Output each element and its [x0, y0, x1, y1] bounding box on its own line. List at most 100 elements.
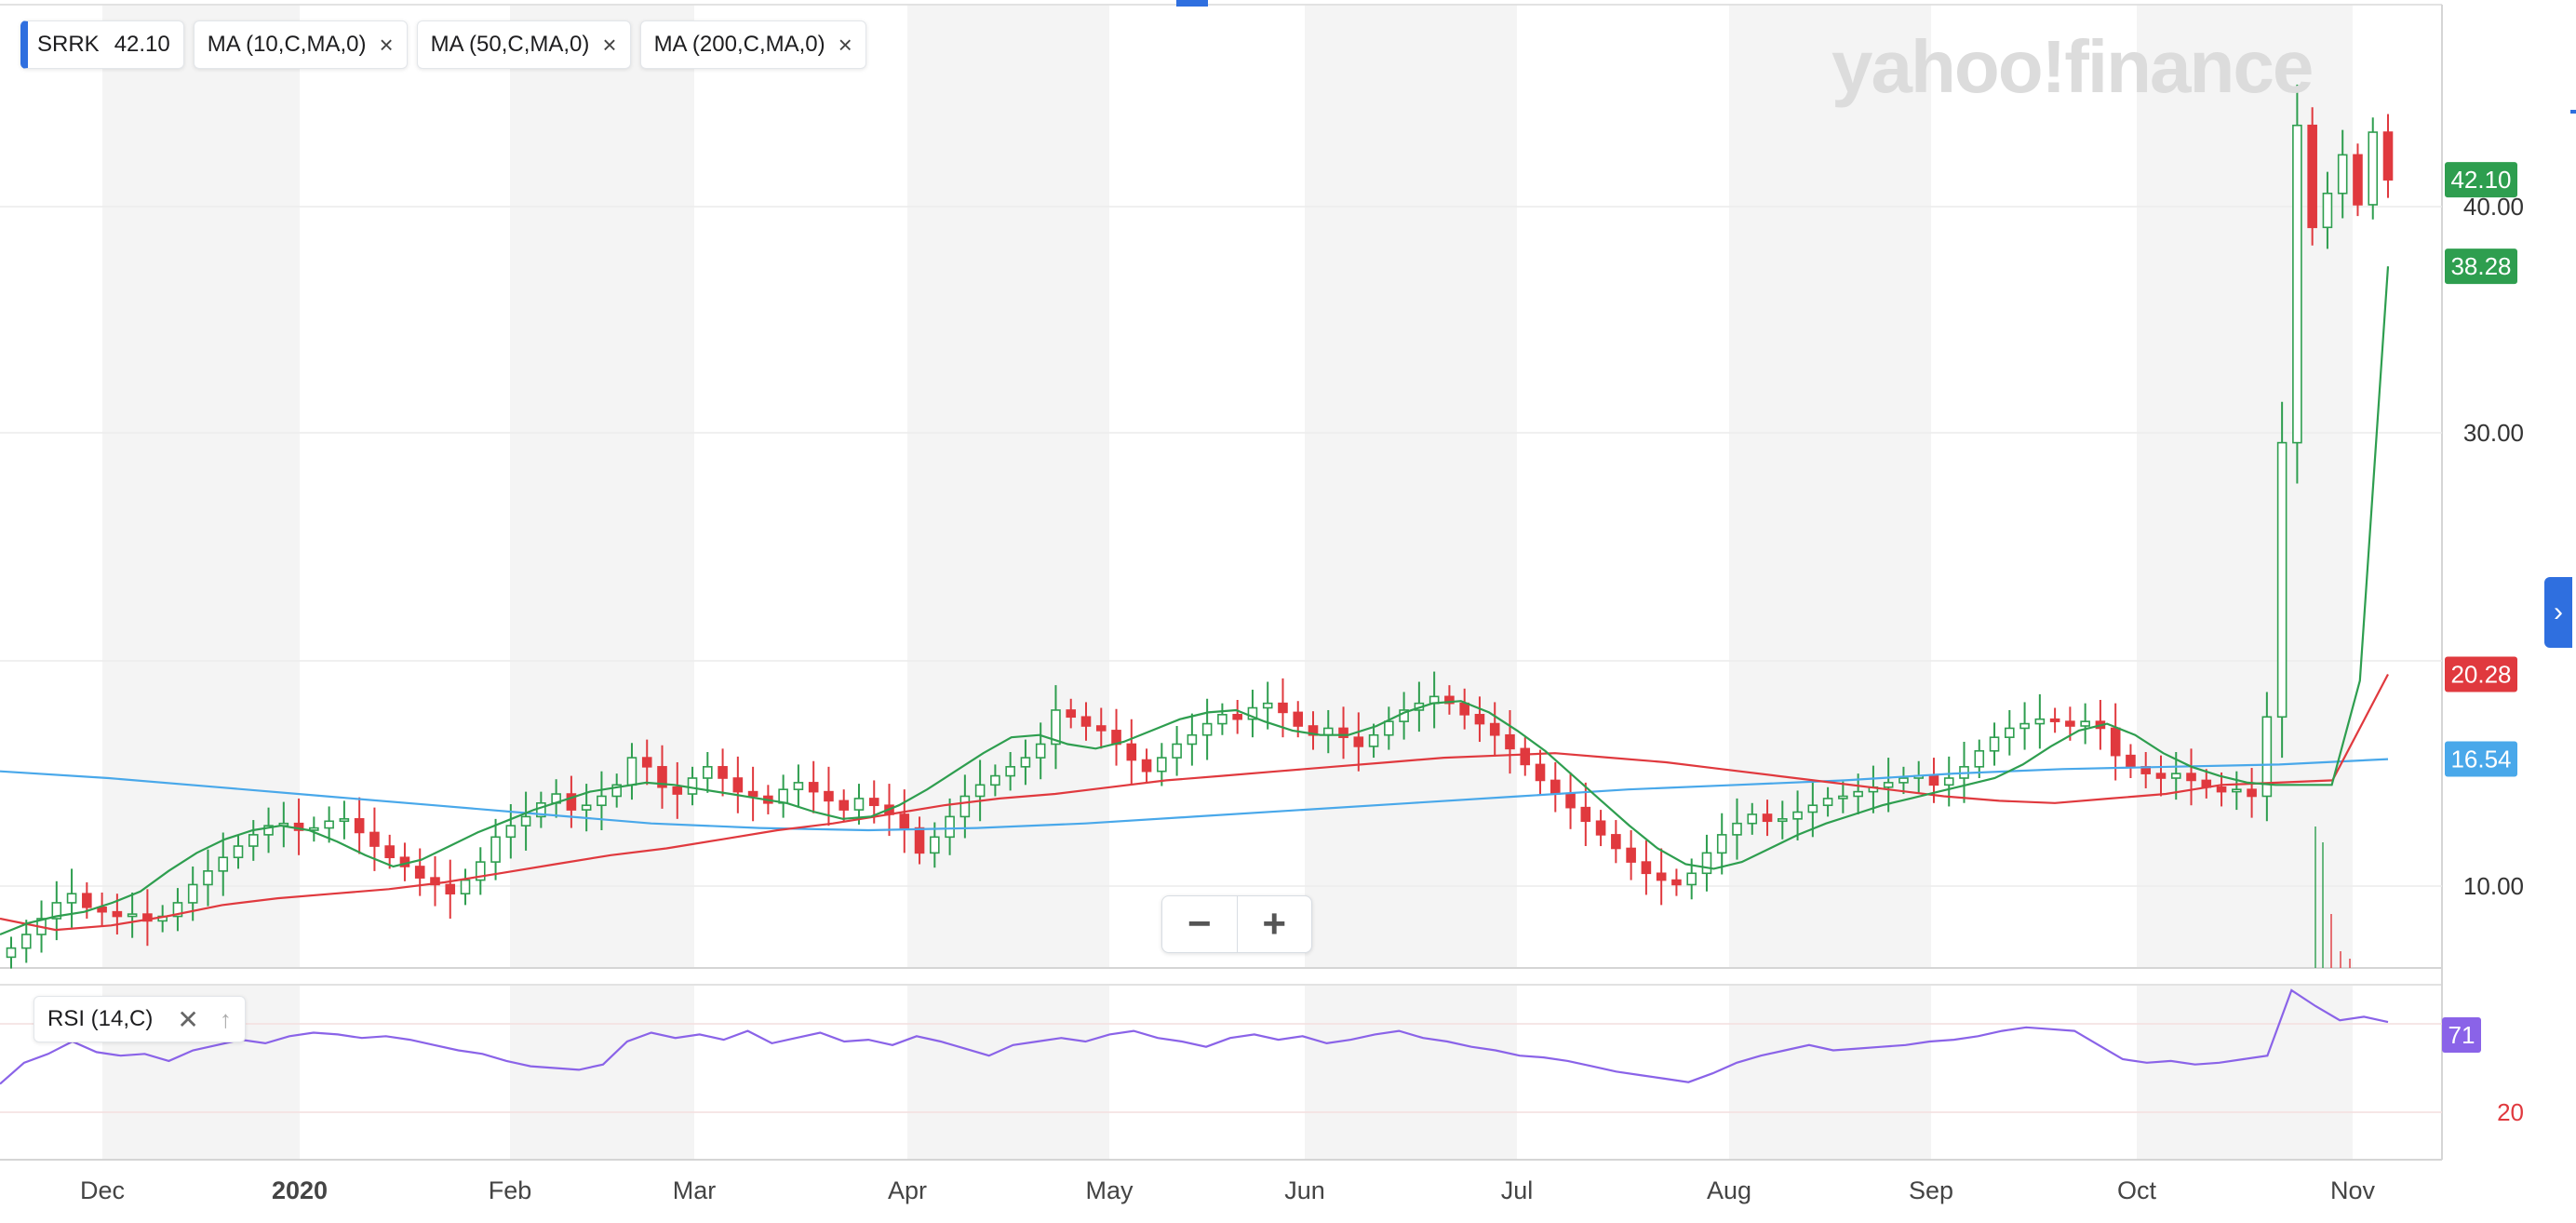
price-tag-bg	[2445, 249, 2517, 285]
candle-down	[808, 782, 819, 793]
ma50-chip[interactable]: MA (50,C,MA,0) ×	[416, 20, 631, 69]
candle-up	[2261, 716, 2273, 798]
zoom-in-button[interactable]: +	[1262, 901, 1287, 947]
candle-down	[2049, 718, 2060, 722]
candle-down	[2382, 131, 2394, 181]
candle-up	[233, 845, 244, 859]
candle-up	[2292, 124, 2302, 444]
candle-down	[1595, 820, 1606, 836]
candle-up	[339, 818, 350, 823]
candle-up	[2368, 131, 2379, 206]
candle-down	[1126, 743, 1137, 761]
x-tick-label: May	[1085, 1176, 1134, 1204]
ticker-chip[interactable]: SRRK 42.10	[20, 20, 184, 69]
candle-down	[1444, 695, 1455, 705]
candle-up	[1201, 722, 1213, 736]
arrow-up-icon[interactable]: ↑	[219, 1004, 232, 1033]
candle-down	[112, 910, 123, 918]
candle-up	[6, 947, 17, 959]
candle-down	[641, 757, 652, 768]
candle-up	[2232, 788, 2242, 793]
yahoo-finance-watermark: yahoo!finance	[1831, 25, 2314, 108]
candle-up	[2170, 773, 2181, 779]
candle-up	[1005, 766, 1015, 777]
candle-up	[1853, 790, 1863, 798]
x-tick-label: Apr	[888, 1176, 927, 1204]
candle-up	[1989, 736, 2000, 752]
x-tick-label: Feb	[489, 1176, 532, 1204]
candle-up	[793, 782, 804, 790]
price-tag: 42.10	[2450, 166, 2511, 194]
zoom-controls: − +	[1161, 895, 1312, 953]
candle-up	[520, 815, 531, 827]
rsi-tag-bg	[2442, 1017, 2481, 1053]
candle-up	[187, 883, 198, 904]
candle-up	[218, 856, 229, 872]
candle-up	[263, 825, 274, 836]
candle-down	[1535, 763, 1546, 782]
candle-down	[839, 800, 850, 811]
candle-down	[1338, 727, 1348, 738]
close-icon[interactable]: ×	[602, 30, 617, 59]
candle-down	[1505, 733, 1515, 750]
candle-up	[2080, 720, 2090, 727]
close-icon[interactable]: ×	[838, 30, 852, 59]
y-tick-label: 10.00	[2463, 872, 2524, 900]
candle-down	[1520, 747, 1531, 766]
ma10-chip[interactable]: MA (10,C,MA,0) ×	[193, 20, 408, 69]
candles	[6, 84, 2394, 969]
candle-up	[1943, 777, 1954, 786]
candle-up	[2019, 722, 2030, 730]
month-band	[102, 5, 300, 968]
candle-down	[2307, 124, 2317, 229]
candle-down	[414, 866, 425, 879]
candle-up	[1051, 709, 1061, 746]
price-tag-bg	[2445, 162, 2517, 198]
month-band	[1729, 5, 1931, 968]
ma200-chip[interactable]: MA (200,C,MA,0) ×	[639, 20, 866, 69]
candle-up	[505, 825, 517, 839]
candle-down	[1580, 806, 1591, 823]
candle-down	[97, 906, 107, 913]
candle-down	[1232, 714, 1242, 720]
candle-up	[1247, 706, 1258, 720]
candle-down	[1308, 725, 1319, 736]
close-icon[interactable]: ✕	[177, 1004, 199, 1034]
candle-up	[626, 757, 637, 786]
month-band	[1729, 985, 1931, 1160]
month-band	[2137, 985, 2353, 1160]
expand-panel-button[interactable]: ›	[2544, 577, 2572, 648]
candle-up	[1020, 757, 1031, 768]
month-band	[2137, 5, 2353, 968]
rsi-chip[interactable]: RSI (14,C) ✕ ↑	[34, 996, 246, 1042]
candle-up	[127, 913, 138, 918]
candle-down	[1565, 793, 1576, 809]
candle-up	[1157, 757, 1167, 773]
month-band	[1305, 985, 1517, 1160]
candle-down	[369, 831, 380, 847]
candle-down	[2126, 754, 2136, 768]
candle-down	[1550, 779, 1561, 795]
range-indicator-top	[1176, 0, 1208, 7]
x-tick-label: Oct	[2117, 1176, 2157, 1204]
candle-down	[82, 893, 92, 908]
candle-down	[1095, 725, 1107, 732]
candle-down	[445, 883, 456, 894]
zoom-out-button[interactable]: −	[1162, 896, 1238, 952]
candle-down	[2186, 773, 2196, 782]
candle-up	[853, 798, 865, 811]
candle-up	[1187, 733, 1198, 746]
x-tick-label: Sep	[1909, 1176, 1953, 1204]
candle-up	[1838, 795, 1848, 800]
candle-down	[824, 790, 834, 802]
candle-up	[1262, 702, 1273, 709]
candle-down	[732, 777, 744, 793]
candle-up	[974, 784, 986, 798]
candle-down	[384, 845, 395, 859]
candle-up	[945, 815, 955, 839]
ma10-line	[0, 266, 2390, 936]
candle-up	[581, 804, 592, 811]
candle-up	[490, 836, 501, 863]
close-icon[interactable]: ×	[379, 30, 394, 59]
